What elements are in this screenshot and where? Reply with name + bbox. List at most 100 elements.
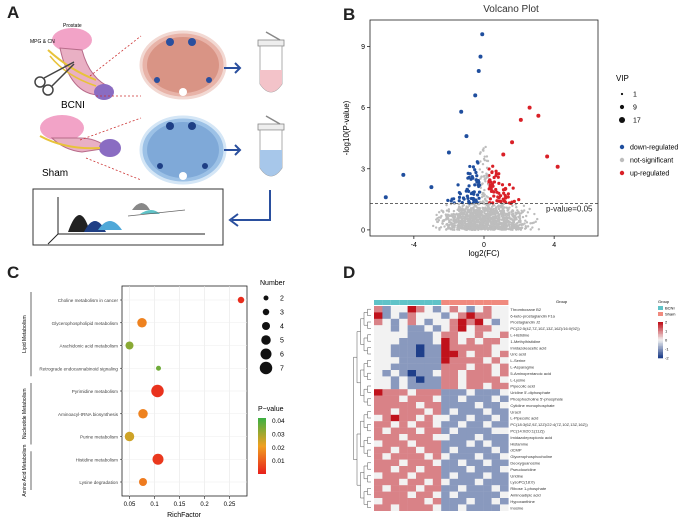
dendrogram-branch [360,318,364,345]
volcano-point [492,190,496,194]
heatmap-cell [491,421,501,428]
heatmap-cell [466,395,475,403]
volcano-point-highlight [476,68,481,73]
heatmap-cell [407,485,417,492]
heatmap-cell [474,306,484,313]
heatmap-cell [399,440,408,447]
heatmap-cell [500,485,509,492]
heatmap-cell [382,478,391,486]
heatmap-cell [474,421,484,428]
volcano-point [521,215,525,219]
volcano-point [484,209,487,213]
volcano-point [471,217,474,220]
heat-scale-segment [658,352,663,354]
heatmap-cell [374,421,383,428]
volcano-point [437,211,441,214]
heatmap-cell [432,344,442,351]
heatmap-cell [474,331,484,339]
heatmap-cell [441,325,450,332]
heatmap-cell [416,427,425,435]
volcano-point [473,223,476,226]
volcano-point [467,184,471,188]
heatmap-cell [374,485,383,492]
heatmap-cell [424,446,433,454]
heatmap-cell [374,402,383,409]
group-annotation-cell [466,300,475,305]
heatmap-cells [374,306,509,511]
volcano-point [503,187,507,192]
heatmap-row-labels: Thromboxane B26-keto-prostaglandin F1a Pr… [510,307,588,510]
pvalue-legend-title: P−value [258,406,284,413]
dendrogram-branch [356,433,361,486]
heatmap-cell [449,312,459,319]
pathway-label: Retrograde endocannabinoid signaling [39,366,118,371]
heatmap-cell [441,466,450,473]
heatmap-legend-title: Group [658,299,670,304]
heatmap-cell [466,408,475,415]
heatmap-cell [432,331,442,339]
heatmap-cell [424,421,433,428]
heatmap-cell [500,338,509,345]
heatmap-cell [449,459,459,467]
heatmap-cell [441,376,450,383]
heatmap-cell [458,491,467,499]
heatmap-cell [483,312,492,319]
heatmap-cell [374,306,383,313]
group-annotation-cell [432,300,442,305]
volcano-point [525,221,529,224]
volcano-point [477,209,481,212]
heat-scale-label: -1 [665,347,669,352]
volcano-point [475,213,478,216]
heat-scale-segment [658,331,663,333]
heatmap-cell [416,446,425,454]
heatmap-cell [449,491,459,499]
volcano-point [466,210,470,213]
volcano-point [518,223,521,226]
regulation-legend-label: down-regulated [630,145,678,152]
heatmap-cell [432,459,442,467]
volcano-point [441,222,444,225]
dendrogram-branch [363,491,368,505]
heatmap-cell [491,350,501,358]
group-annotation-cell [416,300,425,305]
heatmap-cell [441,434,450,441]
heatmap-cell [416,478,425,486]
metabolite-label: Glycerophosphocholine [510,454,553,459]
heatmap-cell [441,402,450,409]
sham-sample-tube [257,115,285,177]
group-annotation-cell [399,300,408,305]
dendrogram-branch [367,308,371,316]
metabolite-label: Thromboxane B2 [510,307,541,312]
heatmap-cell [458,504,467,511]
pathway-bubble [125,341,134,350]
volcano-point [463,224,467,228]
heatmap-cell [466,478,475,486]
heatmap-cell [491,370,501,377]
heatmap-cell [374,382,383,390]
heatmap-cell [491,427,501,435]
heatmap-cell [491,325,501,332]
pathway-bubble [156,365,161,371]
volcano-point [508,221,512,224]
heatmap-cell [390,402,400,409]
heatmap-cell [458,485,467,492]
volcano-point [474,209,477,213]
metabolite-label: L-Serine [510,358,526,363]
heatmap-cell [483,504,492,511]
heatmap-cell [416,395,425,403]
metabolite-label: Uridine 5'-diphosphate [510,390,551,395]
volcano-point [466,176,470,180]
heatmap-cell [483,331,492,339]
heatmap-cell [466,312,475,319]
lcms-result-box [32,188,224,246]
heatmap-cell [500,504,509,511]
heatmap-cell [466,504,475,511]
volcano-point [532,221,536,224]
heatmap-cell [441,318,450,326]
volcano-point [495,216,498,219]
volcano-point [480,195,484,199]
heatmap-cell [382,306,391,313]
volcano-point [476,179,480,183]
heatmap-cell [474,459,484,467]
dendrogram-branch [363,388,368,403]
